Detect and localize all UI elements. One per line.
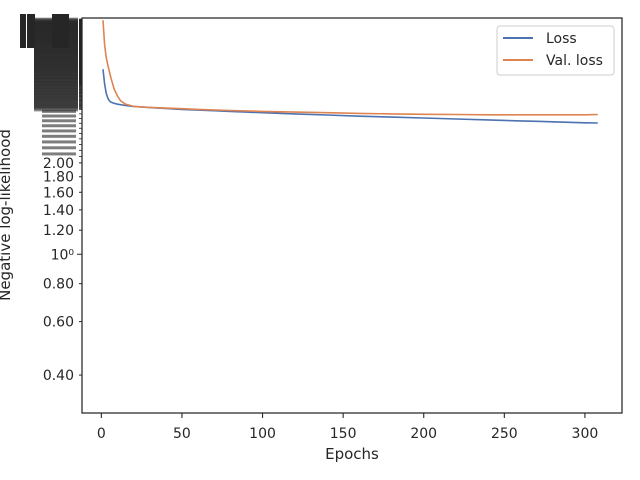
overlapping-label-ink bbox=[42, 114, 76, 118]
x-tick-label: 200 bbox=[410, 426, 437, 442]
overlapping-label-ink bbox=[42, 124, 76, 128]
overlapping-label-ink bbox=[42, 140, 76, 144]
x-tick-label: 100 bbox=[249, 426, 276, 442]
overlapping-label-ink bbox=[42, 146, 76, 150]
overlapping-label-ink bbox=[42, 129, 76, 133]
overlapping-label-ink bbox=[42, 152, 76, 156]
y-tick-label: 0.60 bbox=[43, 315, 74, 331]
y-tick-label: 1.40 bbox=[43, 203, 74, 219]
series-line-0 bbox=[102, 69, 598, 124]
overlapping-label-ink bbox=[42, 119, 76, 123]
x-tick-label: 150 bbox=[330, 426, 357, 442]
legend-label-loss: Loss bbox=[546, 31, 577, 47]
x-tick-label: 300 bbox=[572, 426, 599, 442]
x-tick-label: 50 bbox=[173, 426, 191, 442]
x-axis-label: Epochs bbox=[325, 445, 379, 463]
x-axis-ticks: 0 50 100 150 200 250 300 bbox=[97, 413, 598, 442]
y-tick-label: 1.20 bbox=[43, 223, 74, 239]
overlapping-label-ink bbox=[42, 134, 76, 138]
series-lines bbox=[102, 20, 598, 124]
x-tick-label: 0 bbox=[97, 426, 106, 442]
overlapping-label-ink bbox=[52, 14, 62, 48]
legend: Loss Val. loss bbox=[496, 25, 615, 76]
y-axis-label: Negative log-likelihood bbox=[0, 129, 14, 301]
legend-label-val-loss: Val. loss bbox=[546, 53, 603, 69]
overlapping-label-ink bbox=[20, 14, 26, 48]
y-tick-label: 1.80 bbox=[43, 170, 74, 186]
overlapping-label-ink bbox=[42, 109, 76, 113]
y-tick-label: 1.60 bbox=[43, 185, 74, 201]
y-tick-label: 2.00 bbox=[43, 156, 74, 172]
x-tick-label: 250 bbox=[491, 426, 518, 442]
overlapping-label-ink bbox=[62, 14, 69, 48]
y-tick-label: 0.40 bbox=[43, 368, 74, 384]
y-tick-label: 0.80 bbox=[43, 277, 74, 293]
overlapping-label-ink bbox=[27, 14, 35, 48]
series-line-1 bbox=[102, 20, 598, 116]
overlapping-tick-labels bbox=[20, 14, 82, 157]
plot-frame bbox=[81, 17, 623, 414]
y-tick-label: 10⁰ bbox=[51, 247, 75, 263]
y-axis-ticks: 0.40 0.60 0.80 10⁰ 1.20 1.40 1.601.802.00 bbox=[43, 156, 82, 384]
plot-area bbox=[82, 18, 622, 413]
